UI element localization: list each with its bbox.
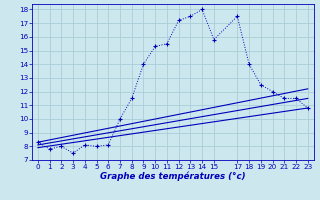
X-axis label: Graphe des températures (°c): Graphe des températures (°c) xyxy=(100,172,246,181)
